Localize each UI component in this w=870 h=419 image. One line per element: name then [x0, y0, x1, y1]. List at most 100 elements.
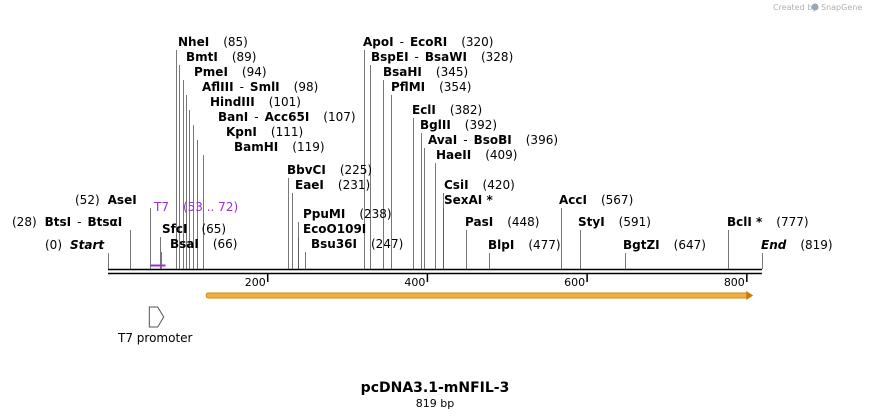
site-position: (477)	[528, 238, 560, 252]
site-label-bani[interactable]: BanI - Acc65I (107)	[218, 110, 356, 124]
enzyme-name: StyI	[578, 215, 605, 229]
site-label-ecli[interactable]: EclI (382)	[412, 103, 482, 117]
site-label-kpni[interactable]: KpnI (111)	[226, 125, 303, 139]
site-label-btsi[interactable]: (28) BtsI - BtsαI	[12, 215, 122, 229]
site-label-hindiii[interactable]: HindIII (101)	[210, 95, 301, 109]
site-position: (107)	[323, 110, 355, 124]
enzyme-name-2: EcoRI	[410, 35, 447, 49]
feature-orf[interactable]	[205, 291, 754, 300]
site-position: (382)	[450, 103, 482, 117]
site-label-bspei[interactable]: BspEI - BsaWI (328)	[371, 50, 513, 64]
primer-label-t7[interactable]: T7 (53 .. 72)	[153, 200, 238, 214]
site-label-bsai[interactable]: BsaI (66)	[170, 237, 238, 251]
enzyme-name: PpuMI	[303, 207, 345, 221]
enzyme-name: BglII	[420, 118, 451, 132]
enzyme-name: AseI	[108, 193, 137, 207]
site-label-haeii[interactable]: HaeII (409)	[436, 148, 518, 162]
site-label-bgtzi[interactable]: BgtZI (647)	[623, 238, 706, 252]
site-label-bglii[interactable]: BglII (392)	[420, 118, 497, 132]
site-label-sfci[interactable]: SfcI (65)	[162, 222, 226, 236]
enzyme-name: SfcI	[162, 222, 187, 236]
site-label-eaei[interactable]: EaeI (231)	[295, 178, 370, 192]
enzyme-name: BsaHI	[383, 65, 422, 79]
site-label-ppumi[interactable]: PpuMI (238)	[303, 207, 392, 221]
site-label-sexai[interactable]: SexAI *	[444, 193, 493, 207]
feature-t7-promoter[interactable]: T7 promoter	[117, 306, 193, 345]
plasmid-length: 819 bp	[416, 397, 454, 410]
site-position: (320)	[461, 35, 493, 49]
site-position: (65)	[201, 222, 226, 236]
enzyme-name: BsaI	[170, 237, 199, 251]
site-position: (0)	[45, 238, 62, 252]
site-label-pmei[interactable]: PmeI (94)	[194, 65, 267, 79]
site-label-bcli[interactable]: BclI * (777)	[727, 215, 809, 229]
site-label-csii[interactable]: CsiI (420)	[444, 178, 515, 192]
separator: -	[463, 133, 467, 147]
enzyme-name: BmtI	[186, 50, 218, 64]
credit-prefix: Created by	[773, 3, 817, 12]
site-label-aflii[interactable]: AflIII - SmlI (98)	[202, 80, 318, 94]
plasmid-name: pcDNA3.1-mNFIL-3	[361, 380, 510, 396]
enzyme-name: PflMI	[391, 80, 425, 94]
site-position: (392)	[465, 118, 497, 132]
enzyme-name: BanI	[218, 110, 248, 124]
enzyme-name: PmeI	[194, 65, 228, 79]
enzyme-name: BclI *	[727, 215, 763, 229]
enzyme-name-2: Acc65I	[265, 110, 310, 124]
t7-promoter-arrow-icon	[148, 306, 165, 328]
enzyme-name: AccI	[559, 193, 587, 207]
separator: -	[400, 35, 404, 49]
enzyme-name: EclI	[412, 103, 436, 117]
site-label-pflmi[interactable]: PflMI (354)	[391, 80, 471, 94]
enzyme-name: SexAI *	[444, 193, 493, 207]
site-label-acci[interactable]: AccI (567)	[559, 193, 633, 207]
site-position: (247)	[371, 237, 403, 251]
site-position: (231)	[338, 178, 370, 192]
site-label-end[interactable]: End (819)	[761, 238, 833, 252]
ruler-tick-label: 400	[404, 276, 425, 289]
enzyme-name: BtsI	[45, 215, 72, 229]
site-position: (777)	[776, 215, 808, 229]
site-position: (101)	[269, 95, 301, 109]
site-label-bsahi[interactable]: BsaHI (345)	[383, 65, 468, 79]
site-position: (567)	[601, 193, 633, 207]
site-position: (396)	[526, 133, 558, 147]
site-position: (819)	[800, 238, 832, 252]
site-position: (345)	[436, 65, 468, 79]
site-position: (28)	[12, 215, 37, 229]
site-label-bmti[interactable]: BmtI (89)	[186, 50, 257, 64]
enzyme-labels: NheI (85) BmtI (89) PmeI (94) AflIII - SmlI (9…	[12, 35, 833, 252]
ruler-tick-label: 600	[564, 276, 585, 289]
site-position: (448)	[507, 215, 539, 229]
backbone	[108, 268, 762, 275]
site-label-asei[interactable]: (52) AseI	[75, 193, 137, 207]
site-position: (98)	[294, 80, 319, 94]
enzyme-name: Bsu36I	[311, 237, 357, 251]
site-label-bsu36i[interactable]: Bsu36I (247)	[311, 237, 403, 251]
site-position: (85)	[223, 35, 248, 49]
site-label-bbvci[interactable]: BbvCI (225)	[287, 163, 372, 177]
separator: -	[77, 215, 81, 229]
enzyme-name: HindIII	[210, 95, 255, 109]
enzyme-name: CsiI	[444, 178, 469, 192]
site-label-avai[interactable]: AvaI - BsoBI (396)	[428, 133, 558, 147]
enzyme-name: BlpI	[488, 238, 514, 252]
site-position: (119)	[292, 140, 324, 154]
enzyme-name: End	[761, 238, 787, 252]
site-label-start[interactable]: (0) Start	[45, 238, 105, 252]
site-label-styi[interactable]: StyI (591)	[578, 215, 651, 229]
site-label-nhei[interactable]: NheI (85)	[178, 35, 248, 49]
site-label-apoi[interactable]: ApoI - EcoRI (320)	[363, 35, 493, 49]
site-label-pasi[interactable]: PasI (448)	[465, 215, 539, 229]
ruler: 200 400 600 800	[245, 274, 748, 289]
enzyme-name: KpnI	[226, 125, 257, 139]
feature-label: T7 promoter	[117, 331, 193, 345]
site-label-bamhi[interactable]: BamHI (119)	[234, 140, 325, 154]
site-position: (409)	[485, 148, 517, 162]
enzyme-name: Start	[70, 238, 105, 252]
site-label-ecoo109i[interactable]: EcoO109I	[303, 222, 366, 236]
enzyme-name-2: BsoBI	[474, 133, 512, 147]
enzyme-name: BbvCI	[287, 163, 326, 177]
site-label-blpi[interactable]: BlpI (477)	[488, 238, 561, 252]
